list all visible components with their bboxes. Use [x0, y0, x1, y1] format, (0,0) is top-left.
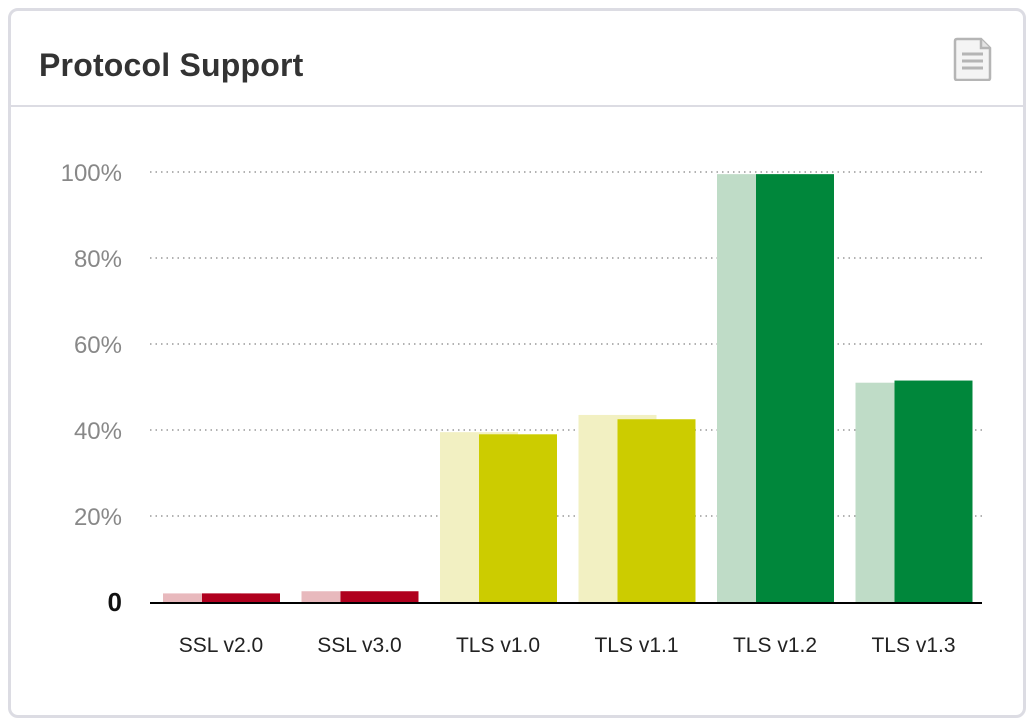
x-tick-label: TLS v1.3 — [871, 634, 955, 657]
y-tick-label: 40% — [74, 418, 122, 445]
y-tick-label: 60% — [74, 332, 122, 359]
x-tick-label: TLS v1.1 — [594, 634, 678, 657]
y-tick-label: 100% — [61, 160, 122, 187]
card-header: Protocol Support — [11, 11, 1023, 107]
bar-tls-v1-3-series-2 — [894, 380, 973, 602]
y-tick-label: 80% — [74, 246, 122, 273]
y-tick-label: 20% — [74, 504, 122, 531]
bar-tls-v1-0-series-2 — [479, 434, 557, 602]
x-tick-label: TLS v1.2 — [733, 634, 817, 657]
bar-tls-v1-1-series-2 — [617, 419, 696, 602]
x-tick-label: SSL v3.0 — [317, 634, 401, 657]
bar-tls-v1-2-series-2 — [756, 174, 834, 602]
bar-ssl-v2-0-series-2 — [202, 593, 280, 602]
document-icon[interactable] — [953, 37, 993, 82]
bar-ssl-v3-0-series-2 — [340, 591, 419, 602]
x-tick-label: SSL v2.0 — [179, 634, 263, 657]
y-tick-label: 0 — [108, 587, 122, 617]
x-tick-label: TLS v1.0 — [456, 634, 540, 657]
card-title: Protocol Support — [39, 47, 304, 83]
